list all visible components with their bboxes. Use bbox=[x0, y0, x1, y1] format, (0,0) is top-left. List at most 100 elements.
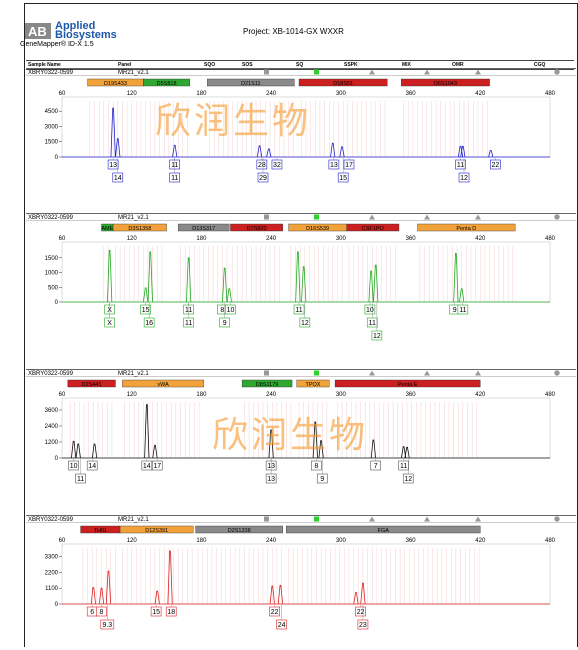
project-title: Project: XB-1014-GX WXXR bbox=[243, 27, 344, 36]
locus-label-3: D13S317 bbox=[192, 226, 215, 232]
brand-line2: Biosystems bbox=[55, 29, 117, 41]
allele-call-r2-4: 15 bbox=[339, 175, 347, 182]
x-tick-label-6: 360 bbox=[406, 392, 417, 398]
peak-10 bbox=[488, 149, 494, 158]
allele-call-box-r1-7 bbox=[364, 304, 376, 315]
allele-call-box-r1-5 bbox=[269, 606, 280, 617]
quality-flag-triangle-2 bbox=[424, 214, 430, 220]
allele-call-box-r1-5 bbox=[225, 304, 236, 315]
locus-label-6: CSF1PO bbox=[362, 226, 385, 232]
x-tick-label-7: 420 bbox=[475, 91, 486, 97]
locus-label-7: Penta D bbox=[456, 226, 476, 232]
peak-2 bbox=[143, 287, 149, 303]
peak-3 bbox=[172, 144, 178, 158]
column-header-row: Sample Name Panel SQO SOS SQ SSPK MIX OM… bbox=[26, 60, 574, 70]
locus-label-2: vWA bbox=[157, 382, 169, 388]
x-tick-label-1: 60 bbox=[59, 538, 66, 544]
allele-call-r2-5: 12 bbox=[460, 175, 468, 182]
column-omr: OMR bbox=[452, 62, 464, 68]
allele-call-r1-6: 22 bbox=[357, 609, 365, 616]
x-tick-label-1: 60 bbox=[59, 392, 66, 398]
panel-name: MR21_v2.1 bbox=[118, 371, 149, 377]
y-tick-label-3: 3600 bbox=[45, 408, 59, 414]
allele-call-r1-4: 17 bbox=[153, 463, 161, 470]
allele-call-box-r2-2 bbox=[169, 172, 181, 183]
allele-call-box-r2-4 bbox=[219, 317, 230, 328]
panel-name: MR21_v2.1 bbox=[118, 70, 149, 76]
allele-call-box-r1-3 bbox=[150, 606, 162, 617]
sample-name: XBRY0322-0599 bbox=[28, 70, 74, 76]
allele-call-r2-6: 11 bbox=[369, 320, 376, 327]
column-mix: MIX bbox=[402, 62, 411, 68]
allele-call-r1-4: 18 bbox=[167, 609, 175, 616]
allele-call-r2-4: 9 bbox=[223, 320, 227, 327]
x-tick-label-6: 360 bbox=[406, 236, 417, 242]
allele-call-box-r1-9 bbox=[457, 304, 469, 315]
allele-call-box-r2-1 bbox=[75, 473, 86, 484]
quality-flag-triangle-3 bbox=[475, 516, 481, 522]
allele-call-r1-6: 17 bbox=[345, 162, 353, 169]
allele-call-r2-3: 29 bbox=[259, 175, 267, 182]
allele-call-r3-1: 12 bbox=[373, 333, 381, 340]
allele-call-r1-2: 15 bbox=[142, 307, 150, 314]
sos-marker bbox=[264, 214, 269, 220]
locus-bar-5 bbox=[334, 379, 481, 388]
peak-6 bbox=[226, 288, 232, 303]
sample-name: XBRY0322-0599 bbox=[28, 215, 74, 221]
allele-call-r2-4: 12 bbox=[404, 476, 412, 483]
sos-marker bbox=[264, 370, 269, 376]
locus-label-2: D12S391 bbox=[145, 528, 168, 534]
allele-call-r1-7: 11 bbox=[457, 162, 464, 169]
panel-name: MR21_v2.1 bbox=[118, 517, 149, 523]
locus-bar-6 bbox=[346, 223, 400, 232]
cgq-marker bbox=[554, 370, 560, 376]
brand-line1: Applied bbox=[55, 20, 96, 32]
peak-6 bbox=[268, 429, 274, 459]
software-version: GeneMapper® ID-X 1.5 bbox=[20, 41, 94, 48]
allele-call-r2-2: 16 bbox=[145, 320, 153, 327]
quality-flag-triangle-1 bbox=[369, 516, 375, 522]
allele-call-r2-1: 9.3 bbox=[102, 622, 112, 629]
peak-8 bbox=[318, 440, 324, 459]
cgq-marker bbox=[554, 69, 560, 75]
sos-marker bbox=[264, 516, 269, 522]
locus-label-4: TPOX bbox=[305, 382, 320, 388]
column-sq: SQ bbox=[296, 62, 304, 68]
x-tick-label-3: 180 bbox=[196, 91, 207, 97]
locus-bar-2 bbox=[122, 379, 204, 388]
quality-flag-triangle-2 bbox=[424, 516, 430, 522]
peak-2 bbox=[98, 587, 105, 605]
x-tick-label-6: 360 bbox=[406, 538, 417, 544]
allele-call-r2-2: 13 bbox=[267, 476, 275, 483]
allele-call-r1-5: 22 bbox=[271, 609, 279, 616]
allele-call-box-r2-1 bbox=[100, 619, 115, 630]
locus-bar-3 bbox=[241, 379, 293, 388]
peak-7 bbox=[277, 584, 284, 605]
x-tick-label-8: 480 bbox=[545, 538, 556, 544]
x-tick-label-4: 240 bbox=[266, 538, 277, 544]
x-tick-label-3: 180 bbox=[196, 392, 207, 398]
allele-call-r1-6: 11 bbox=[295, 307, 302, 314]
x-tick-label-5: 300 bbox=[336, 91, 347, 97]
allele-call-box-r2-3 bbox=[316, 473, 328, 484]
electropherogram-panel-2: XBRY0322-0599 MR21_v2.1 AME D3S1358 D13S317 D… bbox=[26, 213, 576, 341]
peak-8 bbox=[301, 266, 307, 303]
x-tick-label-1: 60 bbox=[59, 91, 66, 97]
peak-10 bbox=[401, 446, 407, 459]
sq-marker bbox=[314, 516, 319, 522]
locus-label-1: D2S441 bbox=[82, 382, 102, 388]
sample-name: XBRY0322-0599 bbox=[28, 517, 74, 523]
x-tick-label-4: 240 bbox=[266, 392, 277, 398]
allele-call-r2-3: 9 bbox=[320, 476, 324, 483]
x-tick-label-2: 120 bbox=[127, 392, 138, 398]
quality-flag-triangle-1 bbox=[369, 69, 375, 75]
plot-area bbox=[61, 241, 551, 303]
allele-call-box-r1-2 bbox=[140, 304, 151, 315]
x-tick-label-2: 120 bbox=[127, 538, 138, 544]
peak-1 bbox=[107, 250, 113, 303]
peak-2 bbox=[75, 443, 81, 459]
allele-call-box-r1-3 bbox=[141, 460, 153, 471]
locus-bar-5 bbox=[401, 78, 490, 87]
allele-call-r1-5: 10 bbox=[227, 307, 235, 314]
allele-call-box-r2-2 bbox=[143, 317, 155, 328]
